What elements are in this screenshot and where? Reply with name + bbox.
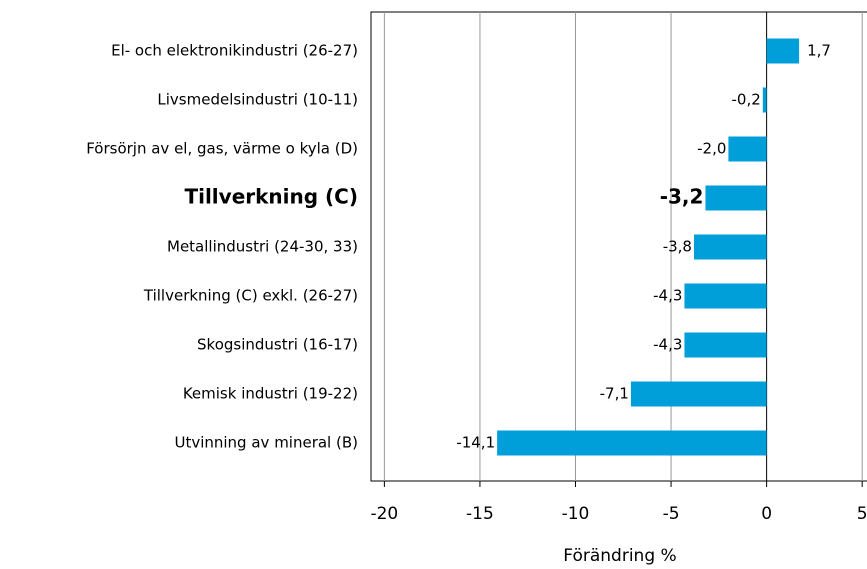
category-label: Metallindustri (24-30, 33) [167,238,358,256]
value-label: -7,1 [600,385,629,403]
value-label: -2,0 [697,140,726,158]
bar [684,332,767,358]
x-tick-label: -20 [370,504,398,524]
value-label: -14,1 [456,434,495,452]
x-tick-label: -10 [562,504,590,524]
x-tick-label: 0 [761,504,772,524]
category-label: Skogsindustri (16-17) [197,336,358,354]
bar [728,136,767,162]
value-label: -4,3 [653,336,682,354]
bar [705,185,767,211]
value-label: 1,7 [807,42,831,60]
plot-frame [370,11,867,482]
bar [766,38,800,64]
bar [762,87,767,113]
category-label: Kemisk industri (19-22) [183,385,358,403]
bar [497,430,767,456]
x-axis-label: Förändring % [563,546,676,566]
category-label: Livsmedelsindustri (10-11) [157,91,358,109]
x-tick-label: -5 [663,504,680,524]
value-label: -4,3 [653,287,682,305]
category-label: Tillverkning (C) exkl. (26-27) [143,287,358,305]
category-label: Försörjn av el, gas, värme o kyla (D) [86,140,358,158]
category-label: El- och elektronikindustri (26-27) [111,42,358,60]
x-tick-label: 5 [857,504,867,524]
category-label: Tillverkning (C) [184,185,358,209]
x-tick-label: -15 [466,504,494,524]
bar [693,234,767,260]
category-label: Utvinning av mineral (B) [174,434,358,452]
bar [630,381,767,407]
bar [684,283,767,309]
value-label: -3,2 [660,185,704,209]
value-label: -3,8 [663,238,692,256]
value-label: -0,2 [732,91,761,109]
